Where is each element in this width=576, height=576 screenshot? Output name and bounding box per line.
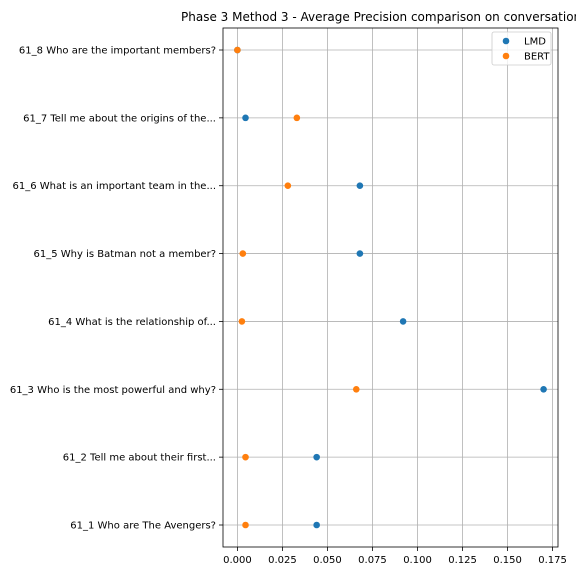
data-point-bert — [284, 182, 292, 190]
x-tick-label: 0.025 — [268, 555, 297, 566]
legend-marker-bert — [502, 52, 510, 60]
legend: LMD BERT — [491, 31, 552, 66]
data-point-bert — [234, 46, 241, 54]
data-point-lmd — [399, 318, 407, 325]
data-point-lmd — [540, 385, 547, 393]
y-tick-label: 61_1 Who are The Avengers? — [70, 521, 216, 532]
data-point-bert — [238, 318, 246, 325]
x-tick-label: 0.100 — [403, 555, 432, 566]
y-tick-label: 61_8 Who are the important members? — [19, 46, 216, 57]
y-tick-label: 61_2 Tell me about their first... — [63, 453, 216, 464]
x-tick-label: 0.000 — [223, 555, 252, 566]
y-tick-label: 61_4 What is the relationship of... — [48, 317, 216, 328]
data-point-bert — [242, 521, 249, 529]
axes: 0.000 0.025 0.050 0.075 0.100 0.125 0.150 0.175… — [10, 27, 567, 566]
legend-label-lmd: LMD — [524, 37, 546, 48]
data-point-bert — [242, 453, 249, 461]
x-tick-label: 0.150 — [493, 555, 522, 566]
grid — [223, 28, 558, 547]
y-tick-label: 61_5 Why is Batman not a member? — [34, 249, 216, 260]
data-point-lmd — [356, 250, 364, 257]
data-point-lmd — [356, 182, 364, 190]
legend-label-bert: BERT — [524, 52, 550, 63]
data-point-lmd — [242, 114, 249, 122]
data-point-bert — [352, 385, 360, 393]
plot-frame — [222, 27, 559, 548]
x-tick-label: 0.075 — [358, 555, 387, 566]
legend-marker-lmd — [502, 37, 510, 45]
y-tick-label: 61_6 What is an important team in the... — [13, 181, 216, 192]
x-tick-label: 0.175 — [538, 555, 567, 566]
x-tick-label: 0.050 — [313, 555, 342, 566]
data-point-lmd — [313, 453, 320, 461]
data-points — [234, 46, 547, 529]
data-point-bert — [293, 114, 301, 122]
x-tick-label: 0.125 — [448, 555, 477, 566]
chart-title: Phase 3 Method 3 - Average Precision com… — [181, 10, 576, 24]
data-point-lmd — [313, 521, 320, 529]
y-tick-label: 61_7 Tell me about the origins of the... — [23, 113, 216, 124]
data-point-bert — [239, 250, 247, 257]
y-tick-label: 61_3 Who is the most powerful and why? — [10, 385, 216, 396]
